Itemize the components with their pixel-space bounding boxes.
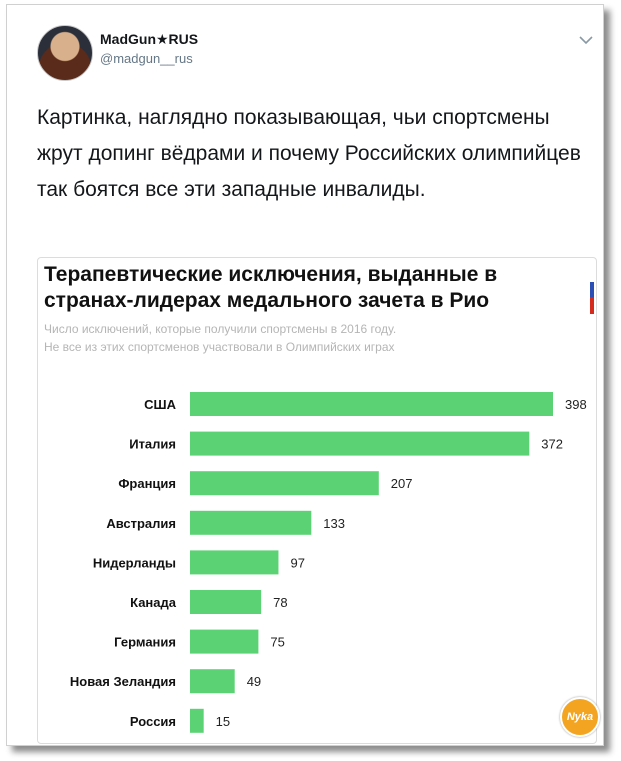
category-label: Канада xyxy=(130,595,177,610)
category-label: США xyxy=(144,397,176,412)
category-label: Новая Зеландия xyxy=(70,674,176,689)
bar xyxy=(190,392,553,416)
value-label: 15 xyxy=(216,714,230,729)
avatar[interactable] xyxy=(37,25,93,81)
flag-strip xyxy=(590,266,594,314)
bar xyxy=(190,629,259,654)
bar xyxy=(190,590,262,614)
value-label: 398 xyxy=(565,397,587,412)
category-label: Нидерланды xyxy=(93,555,176,570)
chart-subtitle: Число исключений, которые получили спорт… xyxy=(44,320,584,356)
bar xyxy=(190,471,379,496)
value-label: 133 xyxy=(323,516,345,531)
value-label: 78 xyxy=(273,595,287,610)
bar xyxy=(190,708,204,733)
value-label: 207 xyxy=(391,476,413,491)
value-label: 372 xyxy=(541,437,563,452)
chart-title: Терапевтические исключения, выданные в с… xyxy=(44,263,498,312)
bar xyxy=(190,431,530,456)
chart-subtitle-line-2: Не все из этих спортсменов участвовали в… xyxy=(44,340,395,354)
tweet-author: MadGun★RUS @madgun__rus xyxy=(100,31,198,66)
bar xyxy=(190,510,312,535)
chevron-down-icon[interactable] xyxy=(579,35,593,45)
author-handle[interactable]: @madgun__rus xyxy=(100,51,193,66)
category-label: Франция xyxy=(118,476,176,491)
value-label: 97 xyxy=(290,555,304,570)
value-label: 75 xyxy=(270,635,284,650)
bar-chart: США 398 Италия 372 Франция 207 Австралия 133 Нид… xyxy=(70,392,587,733)
chart-image: Терапевтические исключения, выданные в с… xyxy=(37,257,597,744)
tweet-text: Картинка, наглядно показывающая, чьи спо… xyxy=(37,106,581,201)
tweet-card: MadGun★RUS @madgun__rus Картинка, нагляд… xyxy=(6,4,604,746)
category-label: Италия xyxy=(129,437,176,452)
author-name[interactable]: MadGun★RUS xyxy=(100,31,199,47)
value-label: 49 xyxy=(247,674,261,689)
watermark-logo: Nyka xyxy=(560,697,600,737)
bar xyxy=(190,669,235,694)
category-label: Австралия xyxy=(106,516,176,531)
category-label: Россия xyxy=(130,714,176,729)
chart-subtitle-line-1: Число исключений, которые получили спорт… xyxy=(44,322,397,336)
bar xyxy=(190,550,279,575)
category-label: Германия xyxy=(114,635,176,650)
